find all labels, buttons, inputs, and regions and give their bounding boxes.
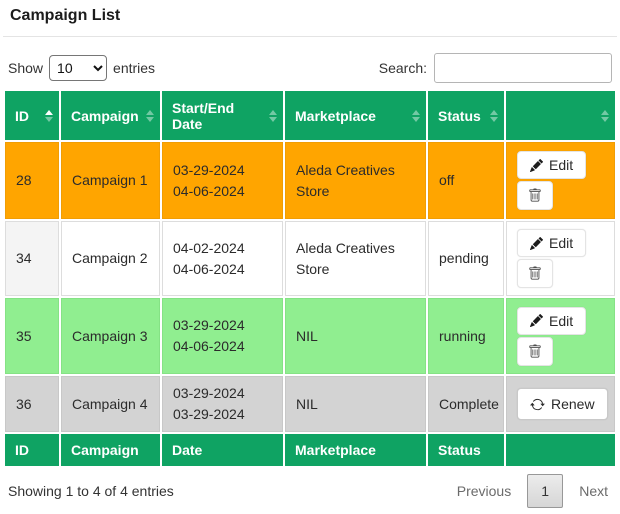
cell-dates: 03-29-2024 04-06-2024 [162, 142, 283, 219]
search-control: Search: [379, 53, 612, 83]
page-title: Campaign List [10, 7, 121, 24]
column-header-campaign[interactable]: Campaign [61, 91, 160, 140]
cell-status: pending [428, 221, 504, 296]
sort-icons-ascending [45, 109, 53, 122]
column-header-date[interactable]: Start/End Date [162, 91, 283, 140]
delete-button[interactable] [517, 181, 553, 210]
cell-marketplace: NIL [285, 376, 426, 432]
show-label: Show [8, 60, 44, 76]
pencil-icon [530, 314, 543, 327]
cell-actions: Renew [506, 376, 615, 432]
cell-campaign: Campaign 1 [61, 142, 160, 219]
renew-button-label: Renew [551, 396, 595, 412]
delete-button[interactable] [517, 259, 553, 288]
footer-column-date: Date [162, 434, 283, 466]
search-input[interactable] [434, 53, 612, 83]
delete-button[interactable] [517, 336, 553, 366]
column-header-status[interactable]: Status [428, 91, 504, 140]
footer-column-campaign: Campaign [61, 434, 160, 466]
cell-actions: Edit [506, 142, 615, 219]
footer-column-status: Status [428, 434, 504, 466]
footer-column-actions [506, 434, 615, 466]
edit-button-label: Edit [549, 312, 574, 329]
end-date: 04-06-2024 [173, 338, 245, 354]
cell-marketplace: Aleda Creatives Store [285, 142, 426, 219]
column-header-id-label: ID [15, 107, 29, 124]
page-length-control: Show 10 entries [8, 55, 155, 81]
column-header-marketplace[interactable]: Marketplace [285, 91, 426, 140]
end-date: 04-06-2024 [173, 260, 245, 277]
cell-marketplace: NIL [285, 298, 426, 374]
column-header-campaign-label: Campaign [71, 107, 139, 124]
sort-icons [146, 109, 154, 122]
cell-campaign: Campaign 2 [61, 221, 160, 296]
table-row-campaign-3: 35 Campaign 3 03-29-2024 04-06-2024 NIL … [5, 298, 615, 374]
cell-campaign: Campaign 4 [61, 376, 160, 432]
start-date: 03-29-2024 [173, 161, 245, 178]
footer-header-row: ID Campaign Date Marketplace Status [5, 434, 615, 466]
column-header-date-label: Start/End Date [172, 99, 235, 132]
edit-button-label: Edit [549, 157, 574, 173]
cell-actions: Edit [506, 298, 615, 374]
edit-button[interactable]: Edit [517, 229, 587, 257]
table-info: Showing 1 to 4 of 4 entries [8, 483, 174, 499]
title-divider [3, 36, 617, 37]
table-bottom-bar: Showing 1 to 4 of 4 entries Previous 1 N… [8, 474, 612, 508]
sort-icons [601, 109, 609, 122]
cell-id: 35 [5, 298, 59, 374]
start-date: 03-29-2024 [173, 385, 245, 401]
footer-column-id: ID [5, 434, 59, 466]
cell-actions: Edit [506, 221, 615, 296]
cell-id: 28 [5, 142, 59, 219]
edit-button-label: Edit [549, 235, 574, 251]
cell-campaign: Campaign 3 [61, 298, 160, 374]
search-label: Search: [378, 60, 427, 76]
column-header-status-label: Status [438, 107, 481, 124]
entries-select[interactable]: 10 [49, 55, 108, 81]
pagination: Previous 1 Next [453, 474, 612, 508]
table-controls: Show 10 entries Search: [8, 53, 612, 83]
end-date: 03-29-2024 [173, 406, 245, 422]
cell-status: off [428, 142, 504, 219]
table-row-campaign-2: 34 Campaign 2 04-02-2024 04-06-2024 Aled… [5, 221, 615, 296]
pencil-icon [530, 158, 543, 172]
trash-icon [529, 344, 541, 358]
cell-id: 34 [5, 221, 59, 296]
cell-marketplace: Aleda Creatives Store [285, 221, 426, 296]
trash-icon [529, 188, 541, 202]
refresh-icon [530, 398, 545, 410]
end-date: 04-06-2024 [173, 182, 245, 199]
cell-status: Complete [428, 376, 504, 432]
pencil-icon [530, 236, 543, 250]
sort-icons [412, 109, 420, 122]
trash-icon [529, 266, 541, 280]
table-row-campaign-4: 36 Campaign 4 03-29-2024 03-29-2024 NIL … [5, 376, 615, 432]
cell-id: 36 [5, 376, 59, 432]
start-date: 04-02-2024 [173, 239, 245, 256]
edit-button[interactable]: Edit [517, 306, 587, 335]
cell-dates: 04-02-2024 04-06-2024 [162, 221, 283, 296]
previous-page-button[interactable]: Previous [456, 483, 512, 499]
cell-dates: 03-29-2024 03-29-2024 [162, 376, 283, 432]
renew-button[interactable]: Renew [517, 388, 608, 420]
sort-icons [269, 109, 277, 122]
entries-label: entries [113, 60, 156, 76]
header-row: ID Campaign Start/End Date Marketplace S… [5, 91, 615, 140]
next-page-button[interactable]: Next [579, 483, 608, 499]
table-row-campaign-1: 28 Campaign 1 03-29-2024 04-06-2024 Aled… [5, 142, 615, 219]
edit-button[interactable]: Edit [517, 151, 587, 179]
sort-icons [490, 109, 498, 122]
column-header-actions[interactable] [506, 91, 615, 140]
cell-dates: 03-29-2024 04-06-2024 [162, 298, 283, 374]
column-header-id[interactable]: ID [5, 91, 59, 140]
column-header-marketplace-label: Marketplace [295, 107, 376, 124]
current-page-button[interactable]: 1 [527, 474, 564, 508]
campaign-table: ID Campaign Start/End Date Marketplace S… [3, 89, 617, 468]
footer-column-marketplace: Marketplace [285, 434, 426, 466]
start-date: 03-29-2024 [173, 317, 245, 333]
cell-status: running [428, 298, 504, 374]
